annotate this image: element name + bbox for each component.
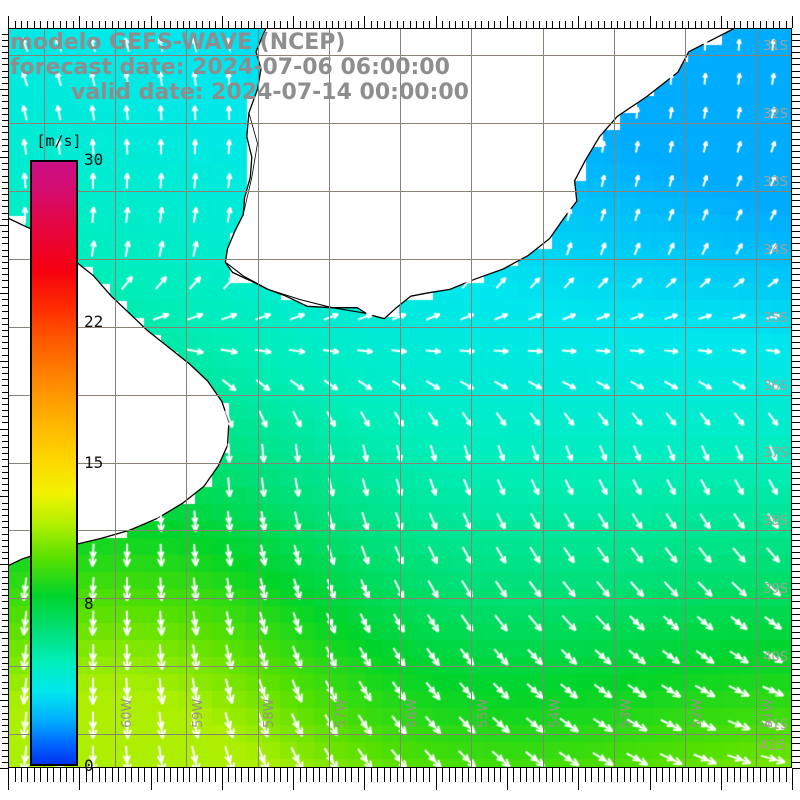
longitude-label: 54W bbox=[547, 698, 563, 728]
graticule-meridian bbox=[186, 28, 188, 768]
graticule-parallel bbox=[8, 734, 792, 736]
graticule-meridian bbox=[400, 28, 401, 768]
longitude-label: 56W bbox=[405, 698, 420, 728]
graticule-parallel bbox=[8, 666, 792, 668]
graticule-parallel bbox=[8, 190, 792, 192]
longitude-label: 53W bbox=[618, 698, 634, 728]
colorbar-tick-8: 8 bbox=[84, 594, 94, 614]
graticule-parallel bbox=[8, 598, 792, 600]
graticule-parallel bbox=[8, 394, 792, 396]
graticule-parallel bbox=[8, 462, 792, 464]
colorbar-unit-label: [m/s] bbox=[36, 132, 82, 150]
latitude-label: 40S bbox=[763, 650, 788, 666]
colorbar-tick-15: 15 bbox=[84, 453, 104, 472]
latitude-label: 36S bbox=[763, 378, 788, 394]
title-block: modelo GEFS-WAVE (NCEP) forecast date: 2… bbox=[10, 30, 530, 105]
graticule-meridian bbox=[471, 28, 473, 768]
model-title: modelo GEFS-WAVE (NCEP) bbox=[10, 30, 346, 55]
longitude-label: 57W bbox=[333, 698, 349, 728]
colorbar-tick-22: 22 bbox=[84, 311, 104, 331]
graticule-meridian bbox=[542, 28, 544, 768]
valid-date: valid date: 2024-07-14 00:00:00 bbox=[71, 80, 469, 105]
bottom-axis-ticks bbox=[8, 768, 793, 790]
corner-number: 415 bbox=[759, 738, 786, 754]
latitude-label: 39S bbox=[763, 582, 788, 598]
graticule-meridian bbox=[756, 28, 758, 768]
latitude-label: 33S bbox=[763, 174, 788, 190]
graticule-meridian bbox=[685, 28, 687, 768]
graticule-meridian bbox=[613, 28, 615, 768]
longitude-label: 55W bbox=[476, 698, 492, 728]
graticule-parallel bbox=[8, 55, 792, 57]
longitude-label: 52W bbox=[690, 698, 706, 728]
graticule-parallel bbox=[8, 326, 792, 328]
longitude-label: 51W bbox=[761, 698, 777, 728]
colorbar[interactable] bbox=[30, 160, 78, 766]
graticule-parallel bbox=[8, 123, 792, 124]
latitude-label: 38S bbox=[763, 514, 788, 530]
longitude-label: 59W bbox=[191, 698, 207, 728]
left-axis-ticks bbox=[0, 28, 8, 769]
longitude-label: 60W bbox=[119, 698, 135, 728]
longitude-label: 58W bbox=[262, 698, 278, 728]
colorbar-tick-0: 0 bbox=[84, 756, 94, 775]
right-axis-ticks bbox=[792, 28, 800, 769]
forecast-date: forecast date: 2024-07-06 06:00:00 bbox=[10, 55, 450, 80]
latitude-label: 37S bbox=[763, 446, 788, 462]
latitude-label: 31S bbox=[763, 39, 788, 55]
latitude-label: 34S bbox=[763, 242, 788, 258]
graticule-parallel bbox=[8, 530, 792, 532]
graticule-meridian bbox=[257, 28, 259, 768]
latitude-label: 35S bbox=[763, 310, 788, 326]
latitude-label: 41S bbox=[763, 718, 788, 734]
colorbar-tick-30: 30 bbox=[84, 150, 104, 169]
graticule-parallel bbox=[8, 258, 792, 260]
top-axis-ticks bbox=[8, 16, 793, 28]
latitude-label: 32S bbox=[763, 107, 788, 123]
graticule-meridian bbox=[328, 28, 330, 768]
graticule-meridian bbox=[114, 28, 116, 768]
